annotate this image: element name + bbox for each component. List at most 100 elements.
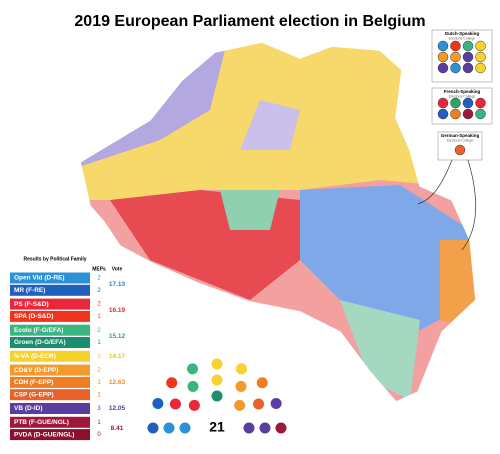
college-seat	[450, 97, 461, 109]
party-row	[10, 284, 90, 296]
party-meps: 2	[97, 368, 101, 374]
college-sub: Electoral College	[447, 138, 474, 142]
seat	[152, 398, 164, 410]
party-meps: 1	[97, 380, 101, 386]
party-row	[10, 429, 90, 441]
party-name: CD&V (D-EPP)	[14, 367, 58, 374]
party-name: Open Vld (D-RE)	[14, 275, 65, 282]
vote-share: 12.05	[109, 405, 126, 412]
party-meps: 3	[97, 354, 101, 360]
party-row	[10, 416, 90, 428]
party-row	[10, 403, 90, 414]
college-seat	[462, 62, 474, 74]
college-sub: Electoral College	[449, 36, 476, 40]
party-row	[10, 350, 90, 362]
map	[80, 42, 476, 402]
connector	[417, 159, 477, 251]
college-seat	[462, 108, 474, 120]
seat	[187, 380, 199, 392]
college-seat	[475, 97, 486, 109]
party-row	[10, 337, 90, 348]
college-seat	[475, 40, 486, 52]
seat	[243, 422, 255, 434]
party-name: PVDA (D-GUE/NGL)	[14, 431, 74, 438]
seat	[169, 398, 181, 410]
border	[79, 41, 477, 403]
college-seat	[462, 97, 474, 109]
vote-share: 12.63	[109, 379, 126, 386]
college-seat	[437, 97, 449, 109]
seat	[211, 358, 223, 370]
party-name: CSP (G-EPP)	[14, 391, 54, 398]
college-seat	[475, 108, 486, 120]
party-meps: 1	[97, 420, 101, 426]
seat	[256, 377, 268, 389]
party-row	[10, 389, 90, 401]
party-meps: 1	[97, 392, 101, 398]
college-seat	[450, 62, 461, 74]
party-meps: 2	[97, 302, 101, 308]
party-meps: 2	[97, 276, 101, 282]
college-seat	[450, 108, 461, 120]
college-sub: Electoral College	[449, 94, 476, 98]
college-seat	[450, 40, 461, 52]
college-seat	[437, 40, 449, 52]
college-seat	[475, 62, 486, 74]
seat	[211, 374, 223, 386]
college-name: French-Speaking	[444, 89, 481, 94]
party-meps: 1	[97, 340, 101, 346]
seat	[270, 398, 282, 410]
seat	[163, 422, 175, 434]
party-name: MR (F-RE)	[14, 287, 45, 294]
party-name: VB (D-ID)	[14, 405, 43, 412]
legend: Results by Political Family MEPs Vote Op…	[10, 256, 126, 441]
seat	[147, 422, 159, 434]
college-seat	[462, 40, 474, 52]
party-name: N-VA (D-ECR)	[14, 353, 56, 360]
title: 2019 European Parliament election in Bel…	[74, 13, 425, 30]
seat	[235, 380, 247, 392]
party-meps: 1	[97, 314, 101, 320]
party-name: PS (F-S&D)	[14, 301, 49, 308]
college-seat	[437, 51, 449, 63]
party-meps: 2	[97, 288, 101, 294]
party-name: CDH (F-EPP)	[14, 379, 53, 386]
college-name: German-Speaking	[441, 133, 480, 138]
party-row	[10, 364, 90, 376]
seat	[253, 398, 265, 410]
college-name: Dutch-Speaking	[445, 31, 480, 36]
college-seat	[454, 144, 466, 156]
party-meps: 2	[97, 328, 101, 334]
party-name: Ecolo (F-G/EFA)	[14, 327, 63, 334]
legend-title: Results by Political Family	[23, 256, 86, 262]
party-meps: 3	[97, 406, 101, 412]
seat	[187, 363, 199, 375]
vote-share: 15.12	[109, 333, 126, 340]
party-meps: 0	[97, 432, 101, 438]
party-row	[10, 310, 90, 322]
vote-share: 16.19	[109, 307, 126, 314]
college-seat	[475, 51, 486, 63]
seat	[188, 399, 200, 411]
seat	[211, 390, 223, 402]
seat	[235, 363, 247, 375]
seat	[259, 422, 271, 434]
party-name: PTB (F-GUE/NGL)	[14, 419, 69, 426]
meps-header: MEPs	[92, 266, 106, 272]
college-seat	[437, 108, 449, 120]
seat	[166, 377, 178, 389]
seat	[275, 422, 287, 434]
seats-total: 21	[209, 419, 225, 435]
hemicycle: 21	[147, 358, 287, 435]
vote-share: 14.17	[109, 353, 126, 360]
party-name: SPA (D-S&D)	[14, 313, 53, 320]
party-row	[10, 324, 90, 336]
college-seat	[437, 62, 449, 74]
party-name: Groen (D-G/EFA)	[14, 339, 66, 346]
party-row	[10, 272, 90, 284]
party-row	[10, 376, 90, 388]
college-seat	[462, 51, 474, 63]
vote-share: 8.41	[111, 425, 124, 432]
